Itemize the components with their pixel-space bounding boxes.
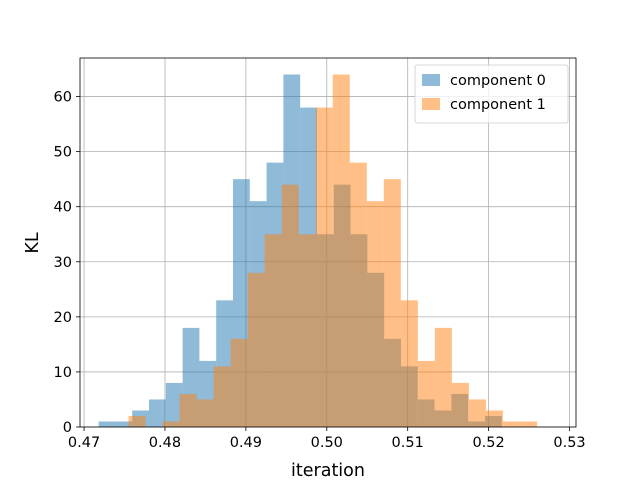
histogram-bar-series-1: [162, 421, 180, 427]
y-tick-label: 10: [54, 365, 72, 381]
x-tick-label: 0.49: [230, 435, 262, 451]
legend-swatch-1: [422, 98, 440, 110]
histogram-bar-series-0: [165, 382, 183, 427]
histogram-bar-series-0: [98, 421, 116, 427]
histogram-bar-series-1: [434, 327, 452, 427]
x-tick-label: 0.48: [149, 435, 181, 451]
histogram-bar-series-1: [366, 201, 384, 427]
histogram-bar-series-1: [519, 421, 537, 427]
legend-label-1: component 1: [450, 97, 546, 113]
plot-frame: [79, 57, 577, 428]
histogram-bar-series-1: [468, 399, 486, 427]
legend-box: [414, 64, 569, 124]
histogram-bar-series-1: [502, 421, 520, 427]
histogram-bar-series-1: [349, 162, 367, 427]
legend-label-0: component 0: [450, 73, 546, 89]
legend: component 0 component 1: [414, 64, 569, 124]
histogram-bar-series-1: [247, 272, 265, 427]
y-tick-label: 20: [54, 310, 72, 326]
y-tick-label: 30: [54, 255, 72, 271]
legend-swatch-0: [422, 74, 440, 86]
y-axis-title: KL: [23, 232, 43, 253]
histogram-bar-series-1: [230, 338, 248, 427]
x-tick-label: 0.47: [68, 435, 100, 451]
histogram-bar-series-1: [315, 107, 333, 427]
histogram-bar-series-1: [213, 366, 231, 427]
histogram-bar-series-1: [485, 410, 503, 427]
histogram-bar-series-1: [264, 234, 282, 427]
y-tick-label: 0: [63, 420, 72, 436]
histogram-bar-series-1: [417, 360, 435, 427]
histogram-bar-series-1: [128, 415, 146, 427]
histogram-bar-series-0: [115, 421, 133, 427]
x-tick-label: 0.51: [392, 435, 424, 451]
histogram-bar-series-1: [383, 179, 401, 427]
x-axis-ticks: 0.47 0.48 0.49 0.50 0.51 0.52 0.53: [68, 427, 586, 451]
histogram-bar-series-1: [332, 74, 350, 427]
histogram-bar-series-1: [179, 393, 197, 427]
histogram-bar-series-1: [451, 382, 469, 427]
histogram-bar-series-1: [298, 234, 316, 427]
x-tick-label: 0.50: [311, 435, 343, 451]
y-tick-label: 40: [54, 200, 72, 216]
histogram-bars: [98, 74, 537, 427]
histogram-bar-series-1: [281, 184, 299, 427]
x-tick-label: 0.52: [472, 435, 504, 451]
histogram-bar-series-1: [400, 300, 418, 427]
histogram-bar-series-1: [196, 399, 214, 427]
y-axis-ticks: 0 10 20 30 40 50 60: [54, 90, 80, 436]
x-tick-label: 0.53: [553, 435, 585, 451]
y-tick-label: 50: [54, 145, 72, 161]
x-axis-title: iteration: [291, 461, 365, 480]
histogram-bar-series-0: [149, 399, 166, 427]
y-tick-label: 60: [54, 90, 72, 106]
